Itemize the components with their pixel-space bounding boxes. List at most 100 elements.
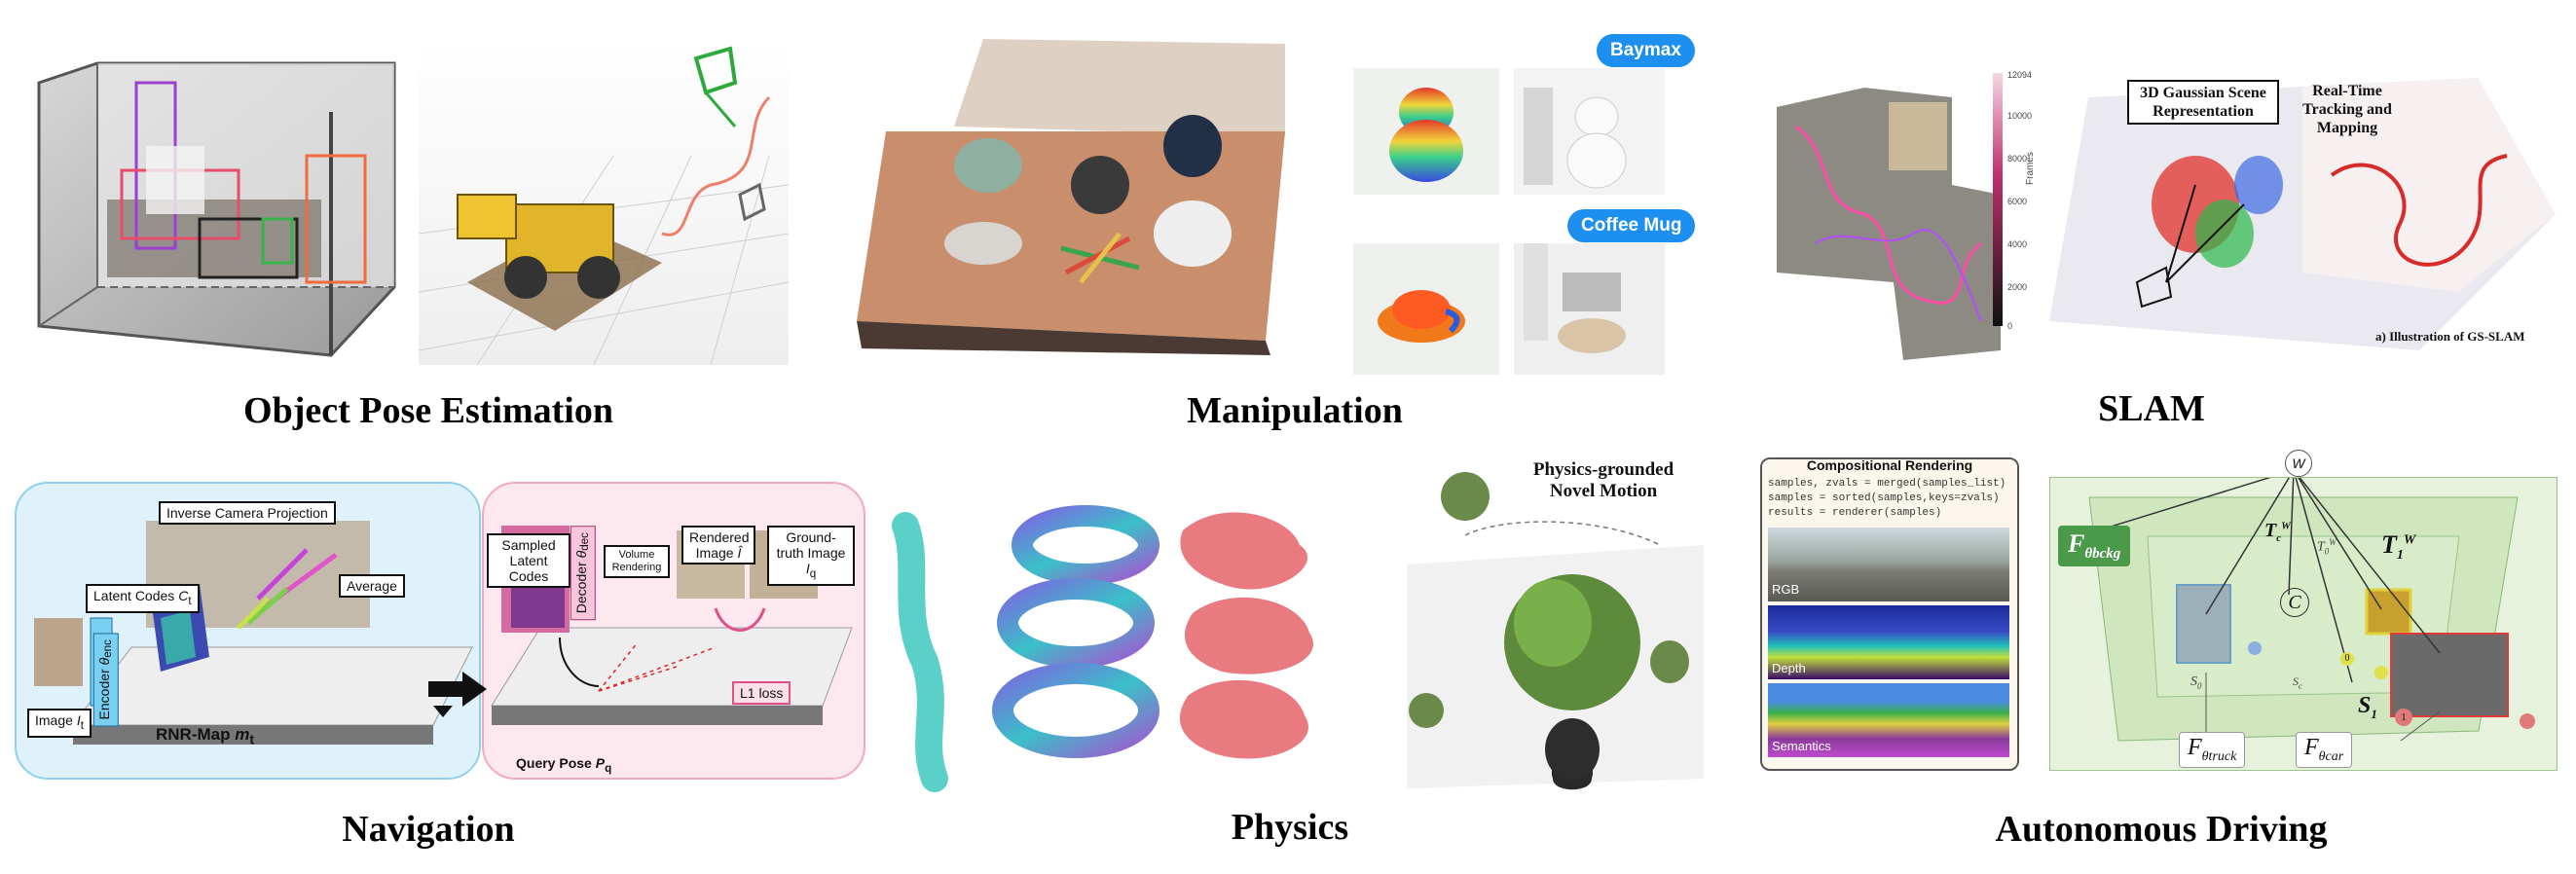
rnr-map-symbol: m xyxy=(235,725,250,744)
rnr-map-subscript: t xyxy=(249,732,255,748)
mug-scene xyxy=(1353,243,1499,375)
rnr-map-label: RNR-Map mt xyxy=(156,725,254,747)
query-pose-label: Query Pose Pq xyxy=(516,755,611,775)
f-car-symbol: F xyxy=(2304,735,2319,760)
image-symbol: I xyxy=(76,712,81,728)
coffee-mug-bubble: Coffee Mug xyxy=(1567,209,1696,242)
f-bckg-subscript: θbckg xyxy=(2084,546,2121,563)
semantics-image xyxy=(1768,683,2009,757)
code-line-3: results = renderer(samples) xyxy=(1768,507,1942,519)
slam-colorbar xyxy=(1993,73,2003,326)
physics-shapes-panel xyxy=(881,487,1387,798)
s-0-subscript: 0 xyxy=(2197,680,2202,691)
node-1: 1 xyxy=(2395,709,2412,726)
colorbar-ticks: 12094 10000 8000 6000 4000 2000 0 xyxy=(2007,70,2033,333)
compositional-panel: Compositional Rendering samples, zvals =… xyxy=(1760,457,2019,771)
image-subscript: t xyxy=(80,718,84,732)
baymax-bubble: Baymax xyxy=(1597,34,1695,67)
image-label: Image It xyxy=(27,709,92,738)
mug-heatmap xyxy=(1378,290,1465,343)
rendered-image-text: Rendered Image xyxy=(689,529,750,561)
rendered-image-symbol: Î xyxy=(737,545,742,561)
image-text: Image xyxy=(35,712,73,728)
baymax-scene xyxy=(1353,68,1499,195)
gaussian-scene-box: 3D Gaussian Scene Representation xyxy=(2127,80,2279,125)
t-0-symbol: T xyxy=(2317,539,2325,555)
compositional-title: Compositional Rendering xyxy=(1762,459,2017,473)
world-node: W xyxy=(2285,450,2312,477)
baymax-robot-scene xyxy=(1514,68,1665,195)
encoder-text: Encoder xyxy=(96,669,112,720)
encoder-symbol: θ xyxy=(96,657,112,666)
query-pose-symbol: P xyxy=(595,755,606,771)
point-cloud-panel xyxy=(857,39,1285,355)
t-1-symbol: T xyxy=(2381,530,2397,559)
query-pose-text: Query Pose xyxy=(516,755,592,771)
tabletop-point-cloud xyxy=(857,39,1285,355)
object-trajectory-illustration xyxy=(419,46,789,365)
ground-truth-text: Ground-truth Image xyxy=(776,529,846,561)
encoder-label: Encoder θenc xyxy=(93,633,119,727)
rgb-label: RGB xyxy=(1772,582,1800,597)
camera-node: C xyxy=(2280,588,2309,617)
caption-slam: SLAM xyxy=(2098,388,2205,429)
colorbar-tick: 0 xyxy=(2007,321,2013,331)
caption-physics: Physics xyxy=(1231,807,1349,848)
physics-title-line-2: Novel Motion xyxy=(1549,481,1658,501)
s-0-symbol: S xyxy=(2190,674,2197,689)
latent-codes-symbol: C xyxy=(178,588,189,603)
object-tracking-panel xyxy=(419,39,789,365)
f-bckg-symbol: F xyxy=(2068,529,2085,558)
sampled-codes-label: Sampled Latent Codes xyxy=(487,533,570,588)
decoder-text: Decoder xyxy=(573,562,589,614)
slam-trajectory-map xyxy=(1777,88,2001,360)
semantics-label: Semantics xyxy=(1772,739,1831,753)
depth-label: Depth xyxy=(1772,661,1806,675)
s-1-symbol: S xyxy=(2358,693,2372,718)
caption-navigation: Navigation xyxy=(342,809,515,850)
t-1-subscript: 1 xyxy=(2396,548,2404,564)
compositional-code: samples, zvals = merged(samples_list) sa… xyxy=(1768,477,2011,521)
s-1-label: S1 xyxy=(2358,693,2377,722)
encoder-subscript: enc xyxy=(100,639,114,658)
ground-truth-label: Ground-truth Image Iq xyxy=(767,526,855,586)
tracking-mapping-box: Real-Time Tracking and Mapping xyxy=(2278,80,2416,139)
colorbar-tick: 6000 xyxy=(2007,197,2028,206)
room-scene-illustration xyxy=(37,61,396,357)
mug-robot-scene xyxy=(1514,243,1665,375)
colorbar-tick: 4000 xyxy=(2007,239,2028,249)
caption-manipulation: Manipulation xyxy=(1187,390,1403,431)
t-1-superscript: W xyxy=(2403,532,2416,548)
caption-autonomous-driving: Autonomous Driving xyxy=(1995,809,2328,850)
colorbar-label: Frames xyxy=(2025,152,2036,185)
s-c-subscript: c xyxy=(2299,681,2302,691)
driving-scene-illustration xyxy=(2079,478,2535,742)
depth-image xyxy=(1768,605,2009,679)
rgb-image xyxy=(1768,528,2009,601)
mug-robot-illustration xyxy=(1524,243,1626,353)
latent-codes-label: Latent Codes Ct xyxy=(86,584,200,613)
ground-truth-symbol: I xyxy=(805,561,810,576)
f-truck-label: Fθtruck xyxy=(2179,732,2246,768)
driving-scene-panel xyxy=(2049,477,2558,771)
baymax-robot-illustration xyxy=(1524,88,1627,189)
s-c-symbol: S xyxy=(2293,674,2299,688)
colorbar-tick: 10000 xyxy=(2007,111,2033,121)
t-0-label: T0W xyxy=(2317,537,2337,556)
robot-grid-panel xyxy=(1353,68,1665,375)
average-label: Average xyxy=(339,574,405,598)
latent-codes-subscript: t xyxy=(188,594,192,607)
physics-title-line-1: Physics-grounded xyxy=(1532,459,1674,480)
f-bckg-label: Fθbckg xyxy=(2058,526,2131,567)
decoder-subscript: dec xyxy=(577,532,591,551)
ground-truth-subscript: q xyxy=(809,566,817,580)
decoder-symbol: θ xyxy=(573,550,589,559)
f-truck-symbol: F xyxy=(2188,735,2202,760)
t-c-symbol: T xyxy=(2264,520,2277,541)
query-pose-subscript: q xyxy=(605,761,612,775)
s-c-label: Sc xyxy=(2293,674,2302,690)
rnr-map-text: RNR-Map xyxy=(156,725,231,744)
gs-slam-panel xyxy=(2049,58,2556,360)
t-0-subscript: 0 xyxy=(2324,546,2330,557)
colorbar-tick: 2000 xyxy=(2007,282,2028,292)
